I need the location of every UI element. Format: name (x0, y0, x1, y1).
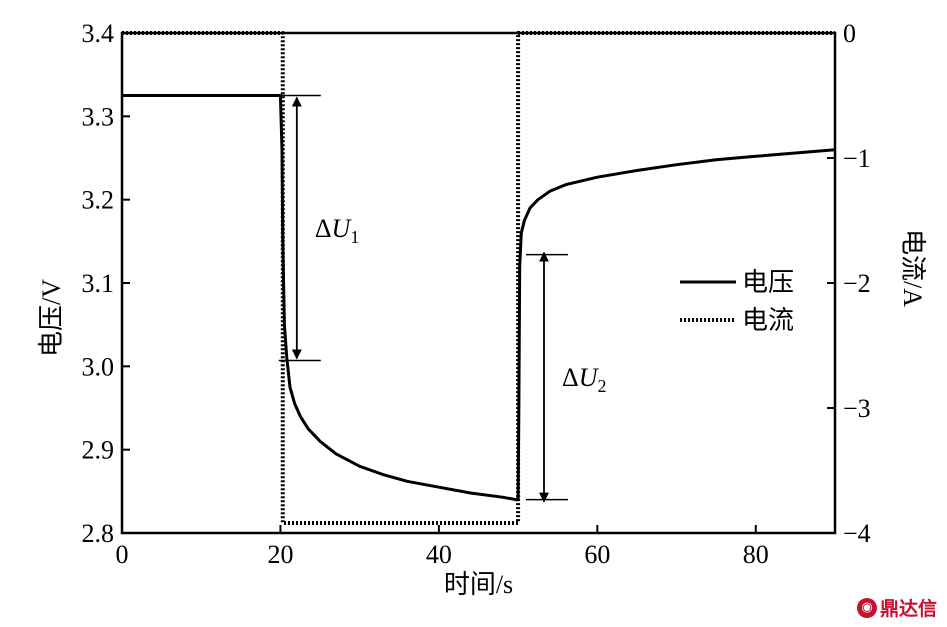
x-tick-label: 60 (584, 540, 610, 569)
y-right-tick-label: −3 (843, 394, 871, 423)
x-axis-ticks: 0 20 40 60 80 (116, 525, 769, 569)
y-left-tick-label: 3.4 (82, 19, 115, 48)
current-line (122, 31, 835, 525)
x-tick-label: 80 (743, 540, 769, 569)
series-layer (122, 31, 836, 525)
y-left-tick-label: 3.2 (82, 186, 115, 215)
delta-u-label: ΔU2 (562, 363, 607, 396)
y-left-tick-label: 3.1 (82, 269, 115, 298)
y-right-axis-title: 电流/A (898, 229, 927, 307)
y-right-tick-label: −2 (843, 269, 871, 298)
x-tick-label: 0 (116, 540, 129, 569)
y-left-axis-title: 电压/V (37, 279, 66, 357)
y-right-tick-label: −4 (843, 519, 871, 548)
delta-u-label: ΔU1 (315, 214, 360, 247)
x-axis-title: 时间/s (444, 570, 513, 599)
y-left-tick-label: 3.0 (82, 352, 115, 381)
legend-label-current: 电流 (742, 306, 794, 335)
y-left-axis-ticks: 2.8 2.9 3.0 3.1 3.2 3.3 3.4 (82, 19, 130, 548)
x-tick-label: 40 (426, 540, 452, 569)
y-left-tick-label: 3.3 (82, 102, 115, 131)
y-left-tick-label: 2.8 (82, 519, 115, 548)
annotation-layer: ΔU1 ΔU2 (278, 94, 607, 503)
y-right-tick-label: 0 (843, 19, 856, 48)
voltage-line (122, 94, 836, 502)
y-right-axis-ticks: −4 −3 −2 −1 0 (827, 19, 871, 548)
legend-label-voltage: 电压 (742, 268, 794, 297)
legend: 电压 电流 (680, 268, 794, 335)
x-tick-label: 20 (267, 540, 293, 569)
watermark: ◉ 鼎达信 (856, 594, 937, 621)
watermark-text: 鼎达信 (879, 598, 937, 620)
y-right-tick-label: −1 (843, 144, 871, 173)
logo-icon: ◉ (856, 597, 877, 618)
y-left-tick-label: 2.9 (82, 436, 115, 465)
